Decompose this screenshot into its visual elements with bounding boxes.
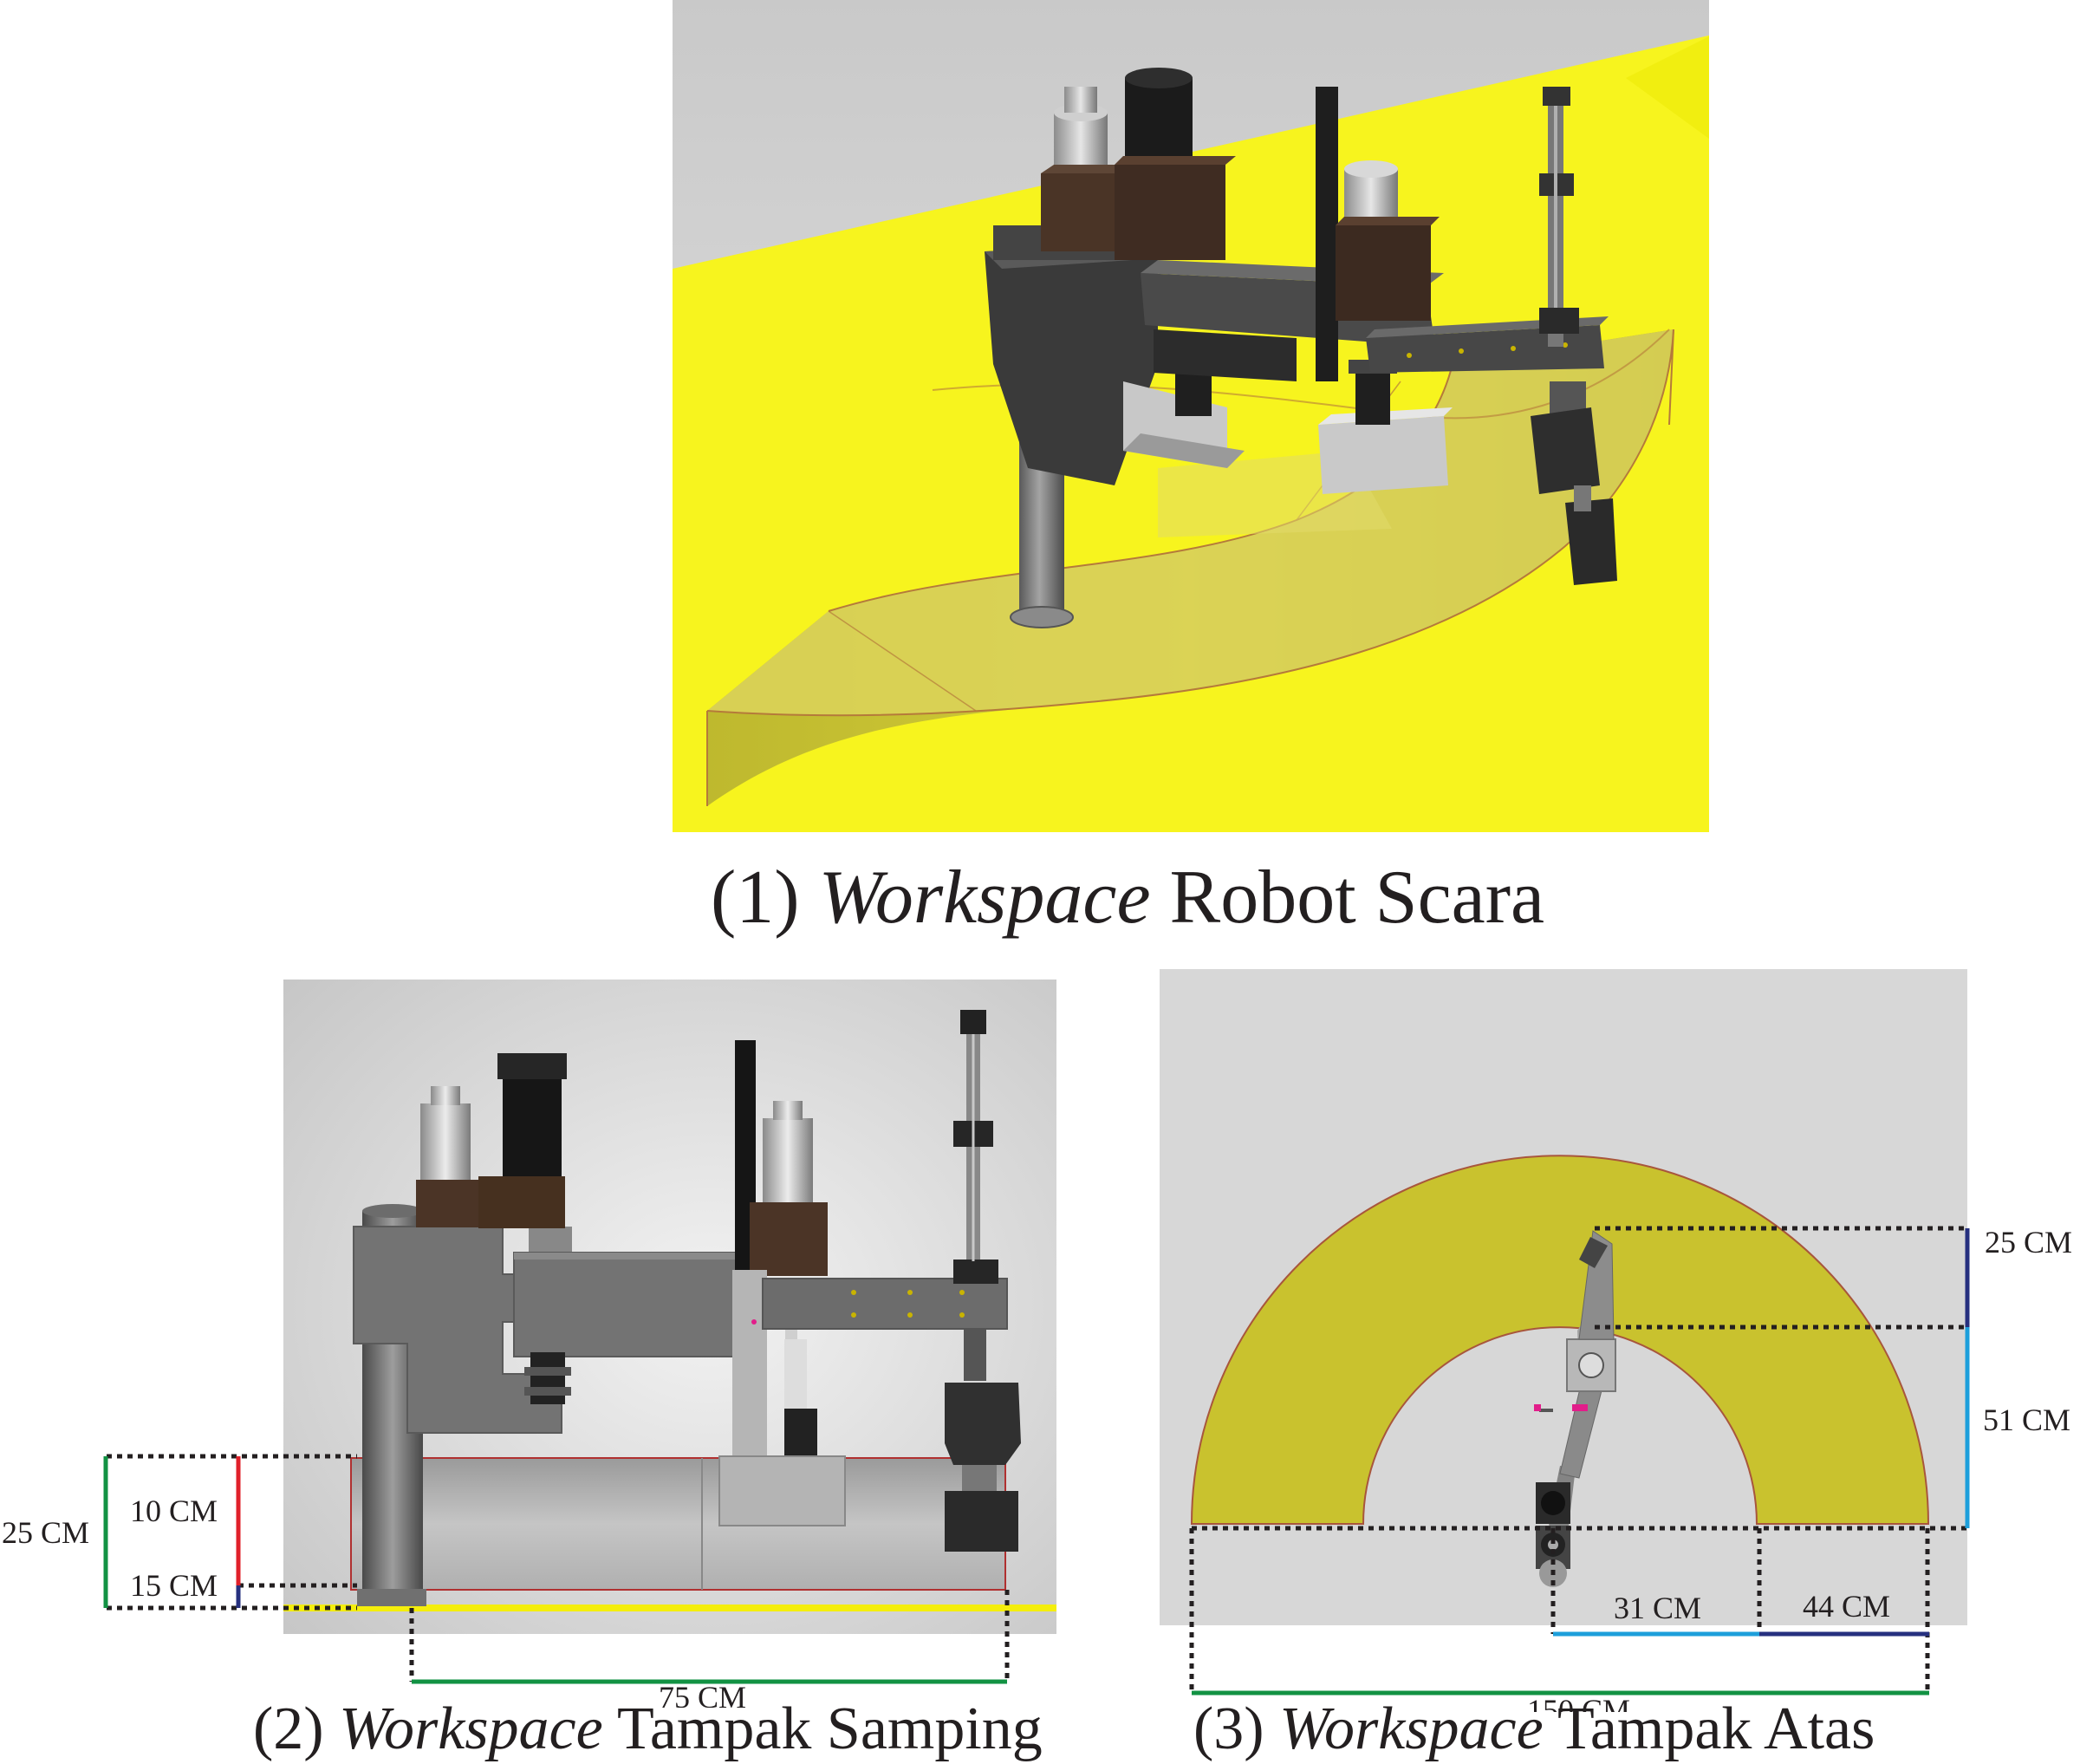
iso-view-image xyxy=(673,0,1709,832)
top-diameter-label: 150 CM xyxy=(1527,1693,1630,1712)
side-motor-1 xyxy=(416,1086,481,1227)
top-robot-arm xyxy=(1534,1230,1616,1587)
side-caption-number: (2) xyxy=(253,1696,324,1762)
top-dimensions xyxy=(1189,1226,1970,1696)
side-caption: (2) Workspace Tampak Samping xyxy=(253,1695,1043,1764)
side-view-image: 25 CM 10 CM 15 CM 75 CM xyxy=(2,980,1056,1708)
side-motor-2 xyxy=(478,1053,567,1228)
side-shoulder-coupler xyxy=(524,1352,571,1404)
top-workspace-annulus xyxy=(1190,1155,1930,1525)
top-caption-text: Tampak Atas xyxy=(1557,1696,1875,1762)
iso-motor-3 xyxy=(1336,160,1440,321)
iso-vertical-bar xyxy=(1316,87,1338,381)
side-upper-height-label: 10 CM xyxy=(130,1494,218,1528)
side-total-height-label: 25 CM xyxy=(2,1515,89,1550)
iso-caption-number: (1) xyxy=(711,856,800,940)
side-caption-italic: Workspace xyxy=(339,1696,603,1762)
side-motor-3 xyxy=(750,1101,828,1276)
side-second-link xyxy=(513,1252,762,1357)
side-reach-label: 75 CM xyxy=(659,1680,746,1708)
side-third-link xyxy=(762,1278,1008,1330)
top-view-image: 25 CM 51 CM 31 CM 44 CM 150 CM xyxy=(1160,969,2072,1712)
iso-z-axis-column xyxy=(1539,87,1579,347)
side-z-axis-column xyxy=(953,1010,998,1284)
top-inner-half-label: 31 CM xyxy=(1614,1591,1701,1625)
side-workspace-band xyxy=(350,1457,1006,1591)
side-caption-text: Tampak Samping xyxy=(616,1696,1043,1762)
iso-motor-1 xyxy=(1041,87,1136,251)
iso-motor-2 xyxy=(1115,68,1236,260)
iso-caption-italic: Workspace xyxy=(818,856,1151,940)
side-elbow-joint xyxy=(718,1270,846,1526)
top-inner-radius-label: 51 CM xyxy=(1983,1403,2070,1437)
top-caption-italic: Workspace xyxy=(1279,1696,1544,1762)
top-outer-band-label: 44 CM xyxy=(1803,1589,1890,1624)
top-ring-width-label: 25 CM xyxy=(1985,1225,2072,1260)
iso-first-link xyxy=(985,225,1245,485)
iso-caption: (1) Workspace Robot Scara xyxy=(711,854,1544,941)
iso-elbow-block xyxy=(1318,360,1453,494)
top-caption-number: (3) xyxy=(1193,1696,1264,1762)
iso-end-effector xyxy=(1531,381,1617,585)
iso-caption-text: Robot Scara xyxy=(1169,856,1545,940)
top-caption: (3) Workspace Tampak Atas xyxy=(1193,1695,1875,1764)
side-end-effector xyxy=(945,1329,1021,1552)
side-dimensions xyxy=(103,1454,1010,1684)
side-lower-height-label: 15 CM xyxy=(130,1568,218,1603)
